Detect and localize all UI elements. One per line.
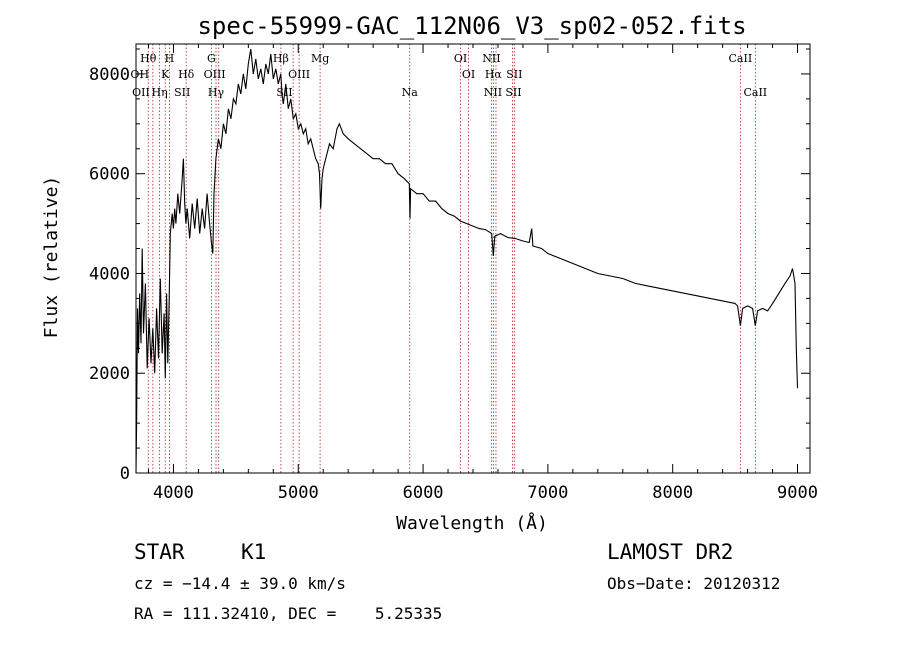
- spectral-line-label: OI: [462, 68, 475, 81]
- x-tick-label: 4000: [153, 483, 194, 503]
- y-tick-label: 6000: [89, 165, 130, 185]
- x-tick-label: 7000: [527, 483, 568, 503]
- spectral-line-label: NII: [482, 52, 500, 65]
- spectral-line-label: OI: [454, 52, 467, 65]
- y-tick-label: 2000: [89, 364, 130, 384]
- y-tick-label: 8000: [89, 65, 130, 85]
- spectral-line-label: Hδ: [178, 68, 195, 81]
- spectral-line-label: Hη: [151, 86, 167, 99]
- observation-date: Obs−Date: 20120312: [607, 574, 781, 593]
- axis-ticks: 4000 5000 6000 7000 8000 9000 0 2000 4000 6000 800…: [89, 44, 818, 503]
- spectral-line-label: Hβ: [273, 52, 289, 65]
- spectral-line-label: Mg: [311, 52, 329, 65]
- redshift-cz: cz = −14.4 ± 39.0 km/s: [134, 574, 346, 593]
- spectral-line-label: OII: [132, 86, 150, 99]
- survey-name: LAMOST DR2: [607, 540, 734, 564]
- spectral-line-label: CaII: [743, 86, 767, 99]
- spectral-line-label: SII: [506, 68, 522, 81]
- flux-series: [135, 48, 799, 474]
- spectral-line-label: SII: [505, 86, 521, 99]
- spectral-line-label: H: [165, 52, 175, 65]
- object-subclass: K1: [241, 540, 267, 564]
- x-tick-label: 8000: [652, 483, 693, 503]
- x-tick-label: 6000: [403, 483, 444, 503]
- spectral-line-label: OIII: [288, 68, 310, 81]
- spectral-line-label: G: [207, 52, 216, 65]
- spectral-line-label: CaII: [729, 52, 753, 65]
- ra-dec: RA = 111.32410, DEC = 5.25335: [134, 604, 443, 623]
- spectral-line-label: OIII: [204, 68, 226, 81]
- spectral-line-label: K: [161, 68, 170, 81]
- spectral-line-label: Hθ: [140, 52, 157, 65]
- spectral-line-label: OH: [130, 68, 149, 81]
- spectral-line-label: SII: [174, 86, 190, 99]
- flux-line: [135, 48, 799, 474]
- x-tick-label: 9000: [777, 483, 818, 503]
- x-axis-label: Wavelength (Å): [396, 512, 548, 534]
- x-tick-label: 5000: [278, 483, 319, 503]
- y-tick-label: 0: [120, 464, 130, 484]
- spectral-line-label: Na: [402, 86, 419, 99]
- spectral-line-label: Hγ: [208, 86, 225, 99]
- chart-title: spec-55999-GAC_112N06_V3_sp02-052.fits: [197, 12, 746, 40]
- y-tick-label: 4000: [89, 264, 130, 284]
- plot-frame: [135, 43, 811, 474]
- spectral-line-label: Hα: [485, 68, 503, 81]
- spectral-line-label: NII: [484, 86, 502, 99]
- object-class: STAR: [134, 540, 185, 564]
- y-axis-label: Flux (relative): [41, 176, 62, 339]
